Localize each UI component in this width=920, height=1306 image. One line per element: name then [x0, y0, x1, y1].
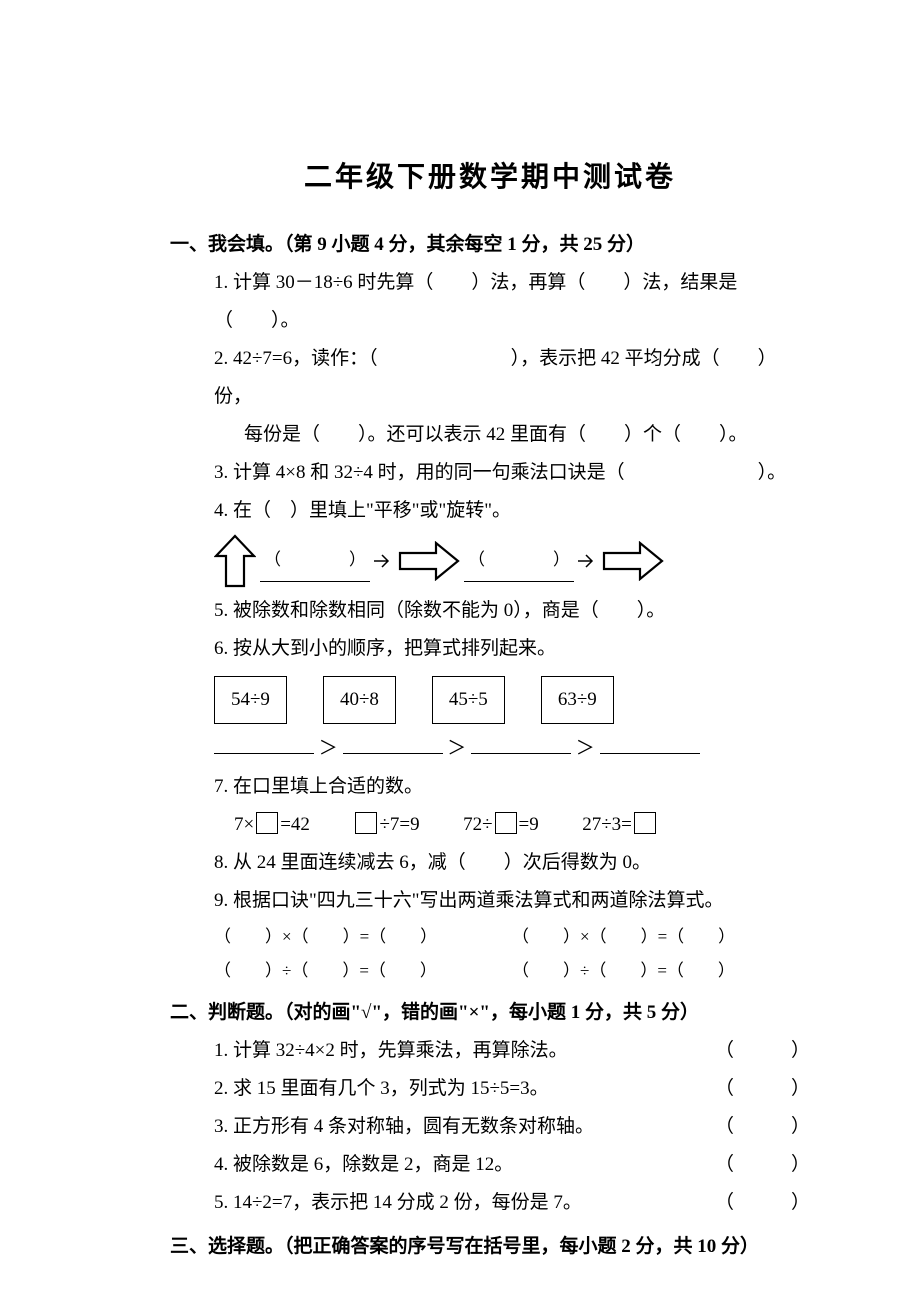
q6-blank-4	[600, 734, 700, 754]
q5: 5. 被除数和除数相同（除数不能为 0），商是（ ）。	[214, 592, 810, 630]
q7-box-2	[355, 812, 377, 834]
s2-paren-4: （ ）	[715, 1146, 810, 1184]
q1: 1. 计算 30－18÷6 时先算（ ）法，再算（ ）法，结果是（ ）。	[214, 264, 810, 340]
q6-blank-3	[471, 734, 571, 754]
q9-row-div: （ ）÷（ ）=（ ） （ ）÷（ ）=（ ）	[214, 954, 810, 988]
q6-blank-1	[214, 734, 314, 754]
s2-item-1: 1. 计算 32÷4×2 时，先算乘法，再算除法。 （ ）	[214, 1032, 810, 1070]
thin-arrow-icon	[374, 554, 394, 568]
q6-box-3: 45÷5	[432, 676, 505, 724]
s2-item-3: 3. 正方形有 4 条对称轴，圆有无数条对称轴。 （ ）	[214, 1108, 810, 1146]
s2-paren-5: （ ）	[715, 1184, 810, 1222]
thin-arrow-icon-2	[578, 554, 598, 568]
q6-box-2: 40÷8	[323, 676, 396, 724]
arrow-right-icon-2	[602, 541, 664, 581]
q4: 4. 在（ ）里填上"平移"或"旋转"。	[214, 492, 810, 530]
s2-item-4: 4. 被除数是 6，除数是 2，商是 12。 （ ）	[214, 1146, 810, 1184]
q6: 6. 按从大到小的顺序，把算式排列起来。	[214, 630, 810, 668]
q4-blank-1: （ ）	[260, 541, 370, 582]
q7-box-4	[634, 812, 656, 834]
q7-box-3	[495, 812, 517, 834]
section-3-heading: 三、选择题。（把正确答案的序号写在括号里，每小题 2 分，共 10 分）	[170, 1228, 810, 1266]
section-1-heading: 一、我会填。（第 9 小题 4 分，其余每空 1 分，共 25 分）	[170, 226, 810, 264]
s2-paren-1: （ ）	[715, 1032, 810, 1070]
q7-box-1	[256, 812, 278, 834]
arrow-right-icon	[398, 541, 460, 581]
q2-line2: 每份是（ ）。还可以表示 42 里面有（ ）个（ ）。	[244, 416, 810, 454]
exam-page: 二年级下册数学期中测试卷 一、我会填。（第 9 小题 4 分，其余每空 1 分，…	[0, 0, 920, 1306]
q6-order-line: ＞ ＞ ＞	[214, 730, 810, 768]
q4-blank-2: （ ）	[464, 541, 574, 582]
q4-arrows-row: （ ） （ ）	[214, 534, 810, 588]
q6-box-4: 63÷9	[541, 676, 614, 724]
q9-row-mul: （ ）×（ ）=（ ） （ ）×（ ）=（ ）	[214, 920, 810, 954]
q8: 8. 从 24 里面连续减去 6，减（ ）次后得数为 0。	[214, 844, 810, 882]
s2-item-2: 2. 求 15 里面有几个 3，列式为 15÷5=3。 （ ）	[214, 1070, 810, 1108]
section-2-heading: 二、判断题。（对的画"√"，错的画"×"，每小题 1 分，共 5 分）	[170, 994, 810, 1032]
q9: 9. 根据口诀"四九三十六"写出两道乘法算式和两道除法算式。	[214, 882, 810, 920]
q7: 7. 在口里填上合适的数。	[214, 768, 810, 806]
s2-paren-3: （ ）	[715, 1108, 810, 1146]
q3: 3. 计算 4×8 和 32÷4 时，用的同一句乘法口诀是（ ）。	[214, 454, 810, 492]
s2-item-5: 5. 14÷2=7，表示把 14 分成 2 份，每份是 7。 （ ）	[214, 1184, 810, 1222]
q7-equations: 7×=42 ÷7=9 72÷=9 27÷3=	[234, 806, 810, 844]
q6-box-1: 54÷9	[214, 676, 287, 724]
exam-title: 二年级下册数学期中测试卷	[170, 150, 810, 206]
q6-boxes: 54÷9 40÷8 45÷5 63÷9	[214, 676, 810, 724]
arrow-up-icon	[214, 534, 256, 588]
s2-paren-2: （ ）	[715, 1070, 810, 1108]
q2-line1: 2. 42÷7=6，读作：（ ），表示把 42 平均分成（ ）份，	[214, 340, 810, 416]
q6-blank-2	[343, 734, 443, 754]
